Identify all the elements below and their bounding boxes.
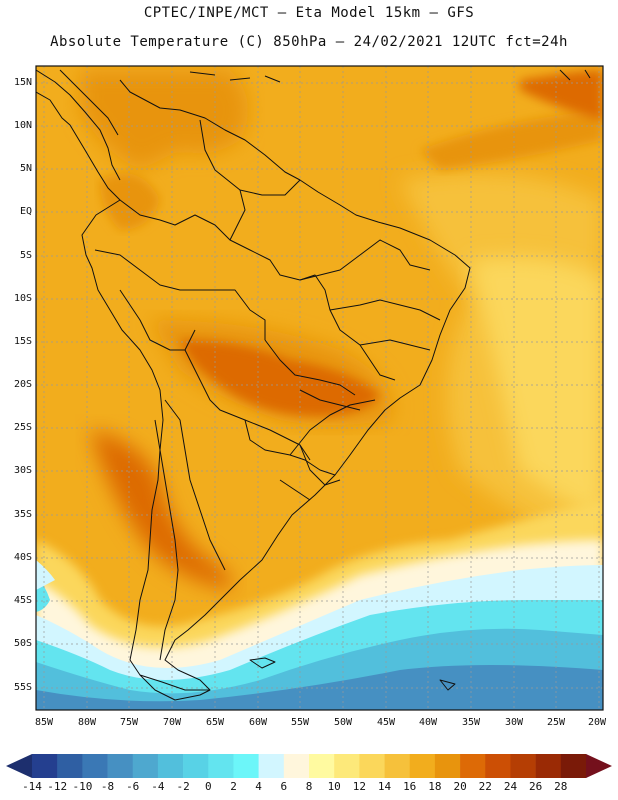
colorbar-tick-label: 12 [352, 780, 367, 793]
colorbar-tick-label: 18 [428, 780, 442, 793]
colorbar-cell [32, 754, 58, 778]
lon-label: 60W [248, 717, 268, 728]
lon-label: 35W [461, 717, 481, 728]
colorbar-tick-label: -6 [126, 780, 140, 793]
temperature-field [36, 66, 603, 710]
colorbar-tick-label: 0 [204, 780, 212, 793]
colorbar-tick-label: 6 [280, 780, 288, 793]
colorbar-tick-label: 26 [528, 780, 543, 793]
lon-label: 70W [162, 717, 182, 728]
chart-title-line2: Absolute Temperature (C) 850hPa – 24/02/… [50, 34, 568, 50]
colorbar-cell [359, 754, 385, 778]
colorbar-cell [183, 754, 209, 778]
lat-label: 30S [13, 465, 32, 476]
chart-title-line1: CPTEC/INPE/MCT – Eta Model 15km – GFS [143, 5, 475, 21]
lat-label: 5N [19, 163, 32, 174]
colorbar-cell [510, 754, 536, 778]
colorbar-tick-label: -12 [47, 780, 68, 793]
colorbar-cell [107, 754, 134, 778]
lat-label: 45S [13, 595, 32, 606]
colorbar-tick-label: 2 [230, 780, 237, 793]
lat-label: 40S [13, 552, 32, 563]
lat-label: 55S [13, 682, 32, 693]
colorbar-cell [460, 754, 486, 778]
lon-label: 45W [376, 717, 396, 728]
colorbar-cell [334, 754, 360, 778]
colorbar-cell [309, 754, 335, 778]
colorbar-cell [132, 754, 159, 778]
colorbar-tick-label: 14 [377, 780, 392, 793]
colorbar-cell [208, 754, 234, 778]
colorbar-cell [434, 754, 461, 778]
lon-label: 50W [333, 717, 353, 728]
colorbar-cell [57, 754, 83, 778]
colorbar-cell [283, 754, 310, 778]
lon-label: 75W [119, 717, 139, 728]
colorbar [6, 754, 612, 778]
lat-label: 10S [13, 293, 32, 304]
colorbar-tick-label: 22 [478, 780, 492, 793]
lon-label: 30W [504, 717, 524, 728]
lat-label: 5S [19, 250, 32, 261]
lat-label: 10N [13, 120, 32, 131]
map-frame [35, 65, 604, 711]
colorbar-tick-label: -10 [72, 780, 93, 793]
colorbar-tick-label: 8 [305, 780, 313, 793]
lon-label: 20W [587, 717, 607, 728]
colorbar-tick-label: -4 [151, 780, 165, 793]
colorbar-cell [258, 754, 285, 778]
lon-label: 55W [290, 717, 310, 728]
lat-label: EQ [19, 206, 32, 217]
coastlines [36, 69, 591, 701]
colorbar-tick-label: 4 [255, 780, 262, 793]
graticule [36, 66, 603, 710]
colorbar-cell [82, 754, 108, 778]
colorbar-cell [560, 754, 587, 778]
lat-label: 15N [13, 77, 32, 88]
lon-label: 80W [77, 717, 97, 728]
colorbar-tick-label: -14 [22, 780, 42, 793]
colorbar-cell [535, 754, 562, 778]
colorbar-under-arrow [6, 754, 32, 778]
colorbar-tick-label: -8 [100, 780, 115, 793]
colorbar-cell [157, 754, 184, 778]
colorbar-cell [233, 754, 259, 778]
lon-label: 25W [546, 717, 566, 728]
lon-label: 65W [205, 717, 225, 728]
colorbar-tick-label: 10 [327, 780, 341, 793]
colorbar-tick-label: 28 [554, 780, 568, 793]
lat-label: 50S [13, 638, 32, 649]
colorbar-tick-label: 20 [453, 780, 467, 793]
lat-label: 20S [13, 379, 32, 390]
lon-label: 85W [34, 717, 54, 728]
lon-label: 40W [418, 717, 438, 728]
lat-label: 35S [13, 509, 32, 520]
lat-label: 25S [13, 422, 32, 433]
colorbar-cell [409, 754, 436, 778]
colorbar-tick-label: -2 [176, 780, 190, 793]
colorbar-tick-label: 24 [503, 780, 518, 793]
lat-label: 15S [13, 336, 32, 347]
colorbar-over-arrow [586, 754, 612, 778]
colorbar-tick-label: 16 [403, 780, 417, 793]
colorbar-cell [485, 754, 511, 778]
colorbar-cell [384, 754, 411, 778]
